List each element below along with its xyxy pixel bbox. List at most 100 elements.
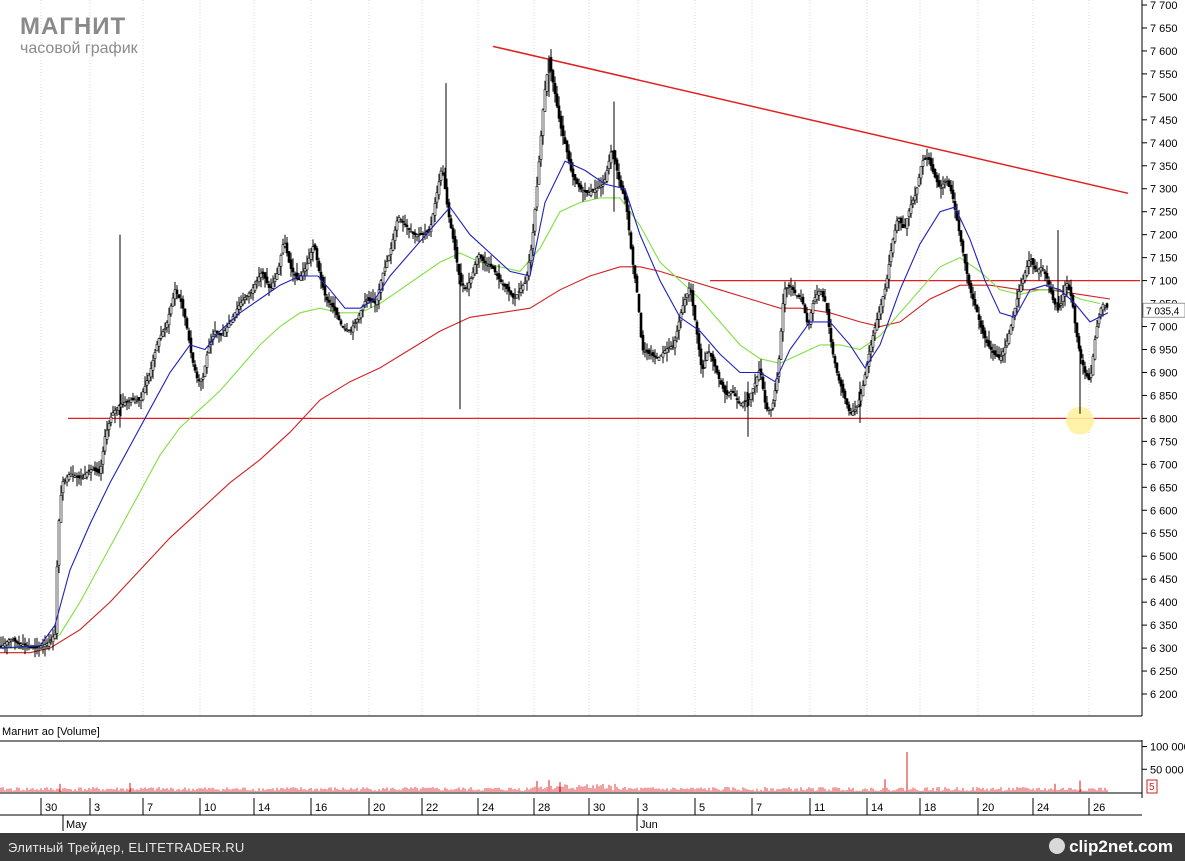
price-bar-body bbox=[459, 272, 463, 283]
price-bar-body bbox=[301, 271, 305, 277]
price-bar-body bbox=[653, 355, 657, 358]
price-bar-body bbox=[1027, 260, 1031, 267]
price-bar-body bbox=[707, 351, 711, 354]
price-bar-body bbox=[1035, 270, 1039, 272]
price-bar-body bbox=[197, 379, 201, 382]
price-bar-body bbox=[187, 330, 191, 341]
price-bar-body bbox=[389, 248, 393, 255]
price-bar-body bbox=[47, 641, 51, 647]
price-bar-body bbox=[515, 294, 519, 299]
price-bar-body bbox=[561, 125, 565, 137]
price-bar-body bbox=[417, 234, 421, 236]
price-bar-body bbox=[351, 325, 355, 333]
price-bar-body bbox=[891, 239, 895, 254]
price-bar-body bbox=[777, 358, 781, 377]
price-bar-body bbox=[993, 350, 997, 356]
date-tick-label: 30 bbox=[593, 802, 605, 814]
price-bar-body bbox=[241, 299, 245, 305]
price-bar-body bbox=[883, 288, 887, 296]
price-bar-body bbox=[83, 473, 87, 479]
price-bar-body bbox=[15, 641, 19, 643]
chart-title-block: МАГНИТ часовой график bbox=[20, 14, 138, 58]
price-bar-body bbox=[871, 335, 875, 348]
price-bar-body bbox=[475, 256, 479, 265]
price-bar-body bbox=[55, 566, 59, 634]
footer-brand[interactable]: clip2net.com bbox=[1049, 837, 1173, 857]
price-bar-body bbox=[17, 642, 21, 645]
price-bar-body bbox=[965, 262, 969, 275]
price-bar-body bbox=[531, 232, 535, 249]
price-bar-body bbox=[589, 191, 593, 196]
price-bar-body bbox=[325, 296, 329, 301]
price-bar-body bbox=[621, 185, 625, 194]
volume-tick-label: 100 000 bbox=[1150, 742, 1185, 754]
price-bar-body bbox=[823, 296, 827, 302]
price-bar-body bbox=[887, 264, 891, 280]
price-bar-body bbox=[1063, 284, 1067, 297]
price-tick-label: 6 450 bbox=[1150, 574, 1178, 586]
price-chart: 6 200 6 250 6 300 6 350 6 400 6 450 6 500 6 550… bbox=[0, 0, 1185, 717]
price-bar-body bbox=[259, 272, 263, 278]
price-bar-body bbox=[223, 330, 227, 337]
price-bar-body bbox=[85, 472, 89, 478]
price-bar-body bbox=[703, 360, 707, 368]
price-bar-body bbox=[975, 304, 979, 313]
price-bar-body bbox=[1075, 322, 1079, 338]
volume-tick-label: 50 000 bbox=[1150, 764, 1184, 776]
price-tick-label: 7 600 bbox=[1150, 46, 1178, 58]
price-bar-body bbox=[91, 469, 95, 471]
date-tick-label: 14 bbox=[258, 802, 270, 814]
price-bar-body bbox=[541, 109, 545, 136]
price-bar-body bbox=[793, 289, 797, 294]
price-bar-body bbox=[1017, 290, 1021, 299]
price-bar-body bbox=[683, 299, 687, 307]
price-bar-body bbox=[169, 305, 173, 315]
price-bar-body bbox=[289, 259, 293, 269]
price-bar-body bbox=[755, 376, 759, 386]
last-price-box bbox=[1142, 302, 1185, 318]
price-bar-body bbox=[957, 219, 961, 232]
price-bar-body bbox=[697, 333, 701, 350]
price-bar-body bbox=[13, 637, 17, 642]
price-bar-body bbox=[933, 169, 937, 178]
price-bar-body bbox=[111, 412, 115, 416]
price-tick-label: 7 450 bbox=[1150, 115, 1178, 127]
price-bar-body bbox=[265, 276, 269, 284]
price-bar-body bbox=[651, 352, 655, 357]
price-bar-body bbox=[421, 233, 425, 235]
price-bar-body bbox=[619, 180, 623, 188]
price-bar-body bbox=[1009, 325, 1013, 335]
price-bar-body bbox=[395, 220, 399, 231]
price-bar-body bbox=[1105, 303, 1109, 308]
price-bar-body bbox=[507, 286, 511, 292]
price-bar-body bbox=[781, 303, 785, 333]
price-bar-body bbox=[323, 285, 327, 296]
price-bar-body bbox=[539, 135, 543, 160]
price-bar-body bbox=[559, 115, 563, 129]
price-bar-body bbox=[523, 281, 527, 284]
price-bar-body bbox=[445, 187, 449, 205]
price-bar-body bbox=[403, 223, 407, 226]
price-tick-label: 6 600 bbox=[1150, 505, 1178, 517]
date-tick-label: 7 bbox=[147, 802, 153, 814]
price-tick-label: 6 650 bbox=[1150, 482, 1178, 494]
price-bar-body bbox=[125, 400, 129, 403]
price-bar-body bbox=[953, 201, 957, 210]
price-bar-body bbox=[57, 520, 61, 566]
price-bar-body bbox=[181, 299, 185, 309]
price-bar-body bbox=[665, 348, 669, 353]
price-bar-body bbox=[885, 277, 889, 288]
price-bar-body bbox=[9, 638, 13, 642]
price-tick-label: 7 200 bbox=[1150, 230, 1178, 242]
date-tick-label: 10 bbox=[204, 802, 216, 814]
price-bar-body bbox=[235, 308, 239, 315]
price-bar-body bbox=[1047, 280, 1051, 285]
price-bar-body bbox=[637, 293, 641, 312]
price-bar-body bbox=[109, 416, 113, 423]
price-bar-body bbox=[335, 307, 339, 316]
price-bar-body bbox=[791, 287, 795, 290]
price-bar-body bbox=[951, 189, 955, 199]
price-bar-body bbox=[139, 396, 143, 401]
price-bar-body bbox=[1077, 336, 1081, 349]
price-bar-body bbox=[275, 273, 279, 280]
